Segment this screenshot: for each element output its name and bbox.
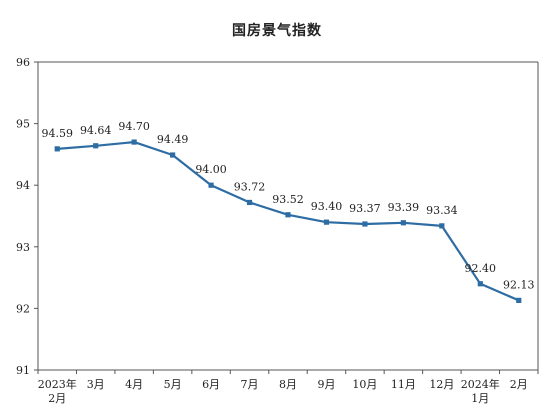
y-tick-label: 91 [16, 364, 30, 377]
data-point [285, 212, 291, 218]
data-point [208, 182, 214, 188]
data-point [54, 146, 60, 152]
x-tick-label: 2023年 [38, 377, 77, 391]
x-tick-label: 2月 [510, 378, 528, 391]
x-tick-label: 1月 [471, 392, 489, 405]
data-point [477, 281, 483, 287]
y-tick-label: 94 [16, 179, 30, 192]
x-tick-label: 3月 [87, 378, 105, 391]
data-point [439, 223, 445, 229]
data-label: 94.49 [157, 133, 189, 146]
data-point [246, 199, 253, 206]
x-tick-label: 4月 [125, 378, 143, 391]
data-label: 93.72 [234, 180, 266, 193]
data-label: 93.52 [272, 193, 304, 206]
x-tick-label: 9月 [317, 378, 335, 391]
data-label: 92.13 [503, 278, 535, 291]
data-label: 94.00 [195, 163, 227, 176]
labels-layer: 94.59 94.64 94.70 94.49 94.00 93.72 93.52 93.40… [41, 120, 534, 291]
data-label: 94.64 [80, 124, 112, 137]
data-point [170, 152, 176, 158]
data-label: 93.39 [388, 201, 420, 214]
x-tick-label: 8月 [279, 378, 297, 391]
x-tick-label: 2024年 [461, 377, 500, 391]
chart-title: 国房景气指数 [232, 23, 322, 39]
data-point [400, 220, 406, 226]
y-tick-label: 92 [16, 302, 30, 315]
x-tick-label: 10月 [352, 378, 377, 391]
y-tick-label: 93 [16, 241, 30, 254]
data-point [516, 297, 522, 303]
y-tick-label: 96 [16, 56, 30, 69]
series-line [57, 141, 520, 302]
data-label: 93.37 [349, 202, 381, 215]
y-tick-label: 95 [16, 118, 30, 131]
data-point [323, 219, 330, 225]
x-tick-label: 12月 [429, 378, 454, 391]
data-label: 94.59 [41, 127, 73, 140]
series-layer [54, 139, 522, 303]
data-label: 94.70 [118, 120, 150, 133]
data-point [131, 139, 137, 145]
x-tick-label: 7月 [241, 378, 259, 391]
x-tick-label: 6月 [202, 378, 220, 391]
data-label: 93.40 [311, 200, 343, 213]
x-tick-label: 5月 [164, 378, 182, 391]
x-tick-label: 11月 [391, 378, 416, 391]
x-tick-label: 2月 [48, 392, 66, 405]
data-point [93, 143, 99, 149]
data-label: 92.40 [465, 262, 497, 275]
data-label: 93.34 [426, 204, 458, 217]
data-point [362, 221, 368, 227]
